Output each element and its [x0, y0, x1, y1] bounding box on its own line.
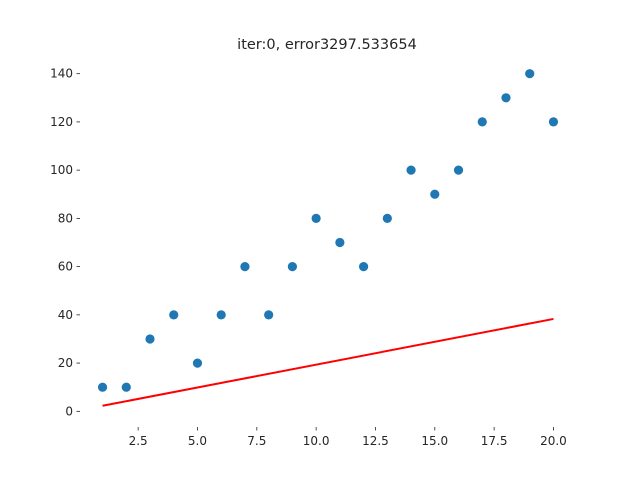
- x-tick-label: 20.0: [540, 434, 567, 448]
- data-point: [358, 262, 369, 272]
- y-tick-label: 60: [58, 260, 73, 274]
- data-point: [97, 382, 108, 392]
- data-point: [121, 382, 131, 392]
- x-tick-label: 12.5: [362, 434, 389, 448]
- y-tick-label: 80: [58, 211, 73, 225]
- data-points: [97, 69, 559, 392]
- x-axis: 2.5 5.0 7.5 10.0 12.5 15.0 17.5 20.0: [129, 427, 567, 448]
- x-tick-label: 15.0: [421, 434, 448, 448]
- x-tick-label: 2.5: [129, 434, 148, 448]
- x-tick-label: 7.5: [247, 434, 266, 448]
- data-point: [216, 310, 226, 320]
- data-point: [406, 165, 416, 175]
- data-point: [501, 93, 511, 103]
- data-point: [145, 334, 155, 344]
- x-tick-label: 10.0: [303, 434, 330, 448]
- fit-lines: [102, 317, 554, 407]
- y-tick-label: 20: [58, 356, 73, 370]
- data-point: [430, 189, 440, 199]
- chart-title: iter:0, error3297.533654: [237, 37, 417, 53]
- fit-line: [102, 317, 554, 407]
- data-point: [240, 262, 250, 272]
- data-point: [335, 237, 345, 248]
- data-point: [525, 69, 535, 79]
- y-tick-label: 120: [50, 115, 73, 129]
- data-point: [382, 213, 392, 223]
- x-tick-label: 5.0: [188, 434, 207, 448]
- y-tick-label: 40: [58, 308, 73, 322]
- data-point: [548, 117, 559, 127]
- data-point: [169, 310, 179, 320]
- data-point: [311, 213, 321, 223]
- data-point: [264, 310, 274, 320]
- y-tick-label: 100: [50, 163, 73, 177]
- data-point: [477, 117, 487, 127]
- y-tick-label: 0: [65, 404, 73, 418]
- data-point: [192, 358, 203, 368]
- y-tick-label: 140: [50, 67, 73, 81]
- y-axis: 0 20 40 60 80 100 120 140: [50, 67, 80, 418]
- x-tick-label: 17.5: [481, 434, 508, 448]
- data-point: [287, 262, 298, 272]
- data-point: [453, 165, 464, 175]
